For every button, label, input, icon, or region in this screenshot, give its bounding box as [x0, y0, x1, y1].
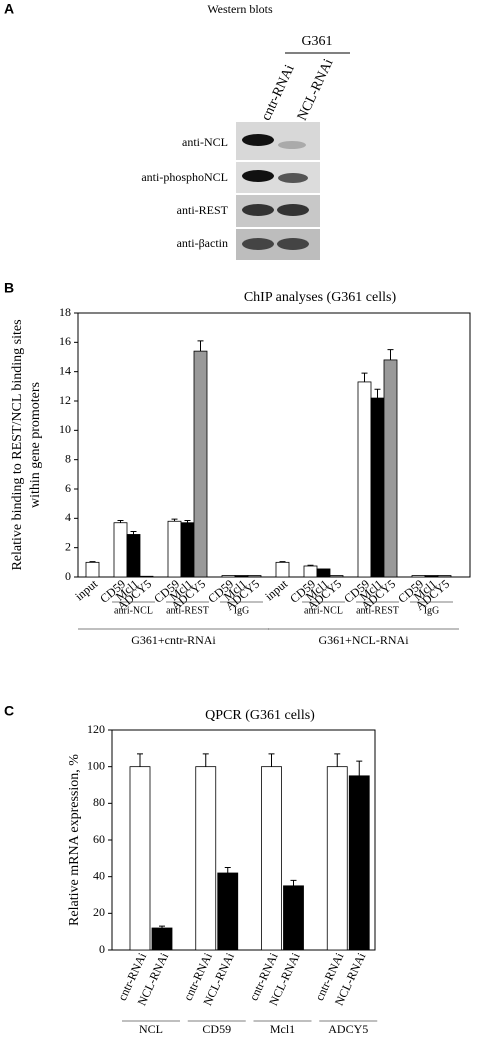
group-label: anti-REST	[166, 605, 209, 616]
group-label: anti-REST	[356, 605, 399, 616]
x-tick-label: input	[262, 576, 290, 603]
y-tick-label: 10	[59, 422, 71, 436]
x-group-label: NCL	[139, 1022, 163, 1036]
chart-title: QPCR (G361 cells)	[205, 708, 315, 723]
error-bar	[130, 531, 137, 535]
condition-label: G361+cntr-RNAi	[131, 633, 216, 647]
y-tick-label: 12	[59, 393, 71, 407]
bar	[326, 766, 348, 951]
error-bar	[361, 372, 368, 382]
bar	[247, 575, 262, 578]
bar	[139, 575, 154, 578]
blot-row-label: anti-βactin	[177, 236, 228, 250]
blot-row-label: anti-REST	[177, 203, 229, 217]
y-tick-label: 0	[99, 942, 105, 956]
bar	[193, 350, 208, 578]
y-axis-label: Relative binding to REST/NCL binding sit…	[10, 319, 25, 570]
bar	[151, 927, 173, 951]
bar	[411, 575, 426, 578]
y-tick-label: 40	[93, 868, 105, 882]
y-tick-label: 8	[65, 451, 71, 465]
error-bar	[356, 760, 363, 776]
bar	[383, 359, 398, 578]
x-group-label: CD59	[202, 1022, 231, 1036]
bar	[167, 520, 182, 578]
bar	[424, 575, 439, 578]
group-label: IgG	[424, 605, 440, 616]
bar	[221, 575, 236, 578]
lane-label: cntr-RNAi	[259, 63, 298, 123]
blot	[236, 122, 320, 260]
y-axis-label: Relative mRNA expression, %	[67, 754, 82, 926]
panel-title: Western blots	[207, 2, 273, 16]
error-bar	[197, 340, 204, 352]
group-label: anri-NCL	[304, 605, 343, 616]
bar	[303, 565, 318, 578]
error-bar	[387, 349, 394, 360]
error-bar	[290, 879, 297, 886]
bar	[283, 885, 304, 951]
error-bar	[202, 753, 209, 767]
bar	[357, 381, 372, 578]
bar	[195, 766, 217, 951]
blot-row-label: anti-NCL	[182, 135, 228, 149]
y-tick-label: 16	[59, 334, 71, 348]
y-tick-label: 80	[93, 795, 105, 809]
condition-label: G361+NCL-RNAi	[318, 633, 409, 647]
error-bar	[117, 520, 124, 523]
error-bar	[137, 753, 143, 767]
bar	[348, 775, 370, 951]
bar	[113, 522, 128, 578]
bar	[437, 575, 452, 578]
bar	[370, 397, 385, 578]
bar	[316, 568, 331, 578]
error-bar	[224, 867, 231, 873]
error-bar	[268, 753, 275, 767]
chart-title: ChIP analyses (G361 cells)	[244, 290, 397, 305]
bar	[129, 766, 151, 951]
error-bar	[307, 564, 314, 566]
plot-frame	[77, 312, 471, 578]
y-tick-label: 120	[87, 722, 105, 736]
bar	[180, 522, 195, 578]
error-bar	[374, 388, 381, 399]
y-tick-label: 14	[59, 363, 71, 377]
y-tick-label: 0	[65, 569, 71, 583]
y-tick-label: 20	[93, 905, 105, 919]
error-bar	[171, 518, 178, 522]
panel-letter: C	[4, 703, 14, 719]
blot-row-label: anti-phosphoNCL	[141, 170, 228, 184]
error-bar	[184, 520, 191, 523]
bar	[217, 872, 239, 951]
y-tick-label: 6	[65, 481, 71, 495]
y-tick-label: 100	[87, 758, 105, 772]
y-tick-label: 60	[93, 832, 105, 846]
error-bar	[279, 561, 286, 563]
panel-letter: B	[4, 280, 14, 296]
bar	[261, 766, 282, 951]
y-tick-label: 18	[59, 305, 71, 319]
error-bar	[89, 561, 96, 563]
lane-label: NCL-RNAi	[295, 57, 337, 123]
x-group-label: ADCY5	[328, 1022, 368, 1036]
x-group-label: Mcl1	[270, 1022, 295, 1036]
y-tick-label: 2	[65, 539, 71, 553]
group-label: anri-NCL	[114, 605, 153, 616]
bar	[234, 575, 249, 578]
error-bar	[159, 925, 165, 928]
panel-letter: A	[4, 1, 14, 17]
error-bar	[334, 753, 341, 767]
bar	[275, 561, 290, 578]
bar	[126, 534, 141, 578]
bar	[329, 575, 344, 578]
x-tick-label: input	[72, 576, 100, 603]
cell-line: G361	[301, 34, 332, 49]
y-tick-label: 4	[65, 510, 71, 524]
group-label: IgG	[234, 605, 250, 616]
y-axis-label: within gene promoters	[28, 382, 43, 508]
bar	[85, 561, 100, 578]
